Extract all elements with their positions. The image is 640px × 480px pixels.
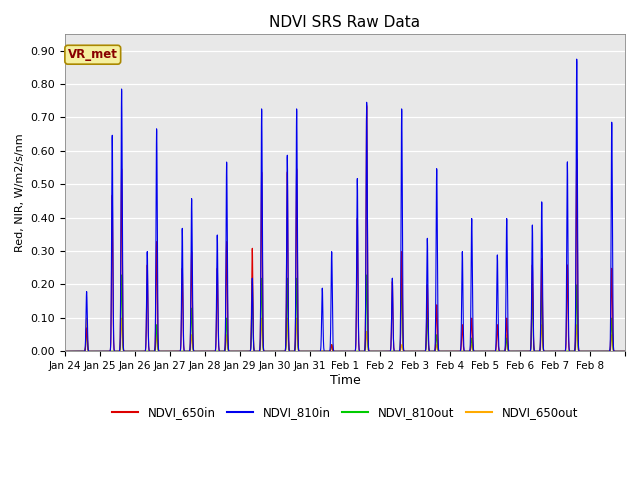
Line: NDVI_810in: NDVI_810in <box>65 59 625 351</box>
Line: NDVI_810out: NDVI_810out <box>65 275 625 351</box>
NDVI_810out <box>307 348 314 354</box>
NDVI_650in <box>417 348 425 354</box>
Line: NDVI_650out: NDVI_650out <box>65 318 625 351</box>
NDVI_810in <box>61 348 69 354</box>
NDVI_650in <box>467 345 474 351</box>
NDVI_650in <box>502 328 510 334</box>
NDVI_810in <box>467 345 474 351</box>
NDVI_810in <box>615 348 623 354</box>
NDVI_650out <box>536 348 543 354</box>
NDVI_650out <box>307 348 314 354</box>
NDVI_810out <box>417 348 425 354</box>
NDVI_650out <box>284 315 291 321</box>
NDVI_810out <box>502 340 510 346</box>
NDVI_650out <box>621 348 629 354</box>
NDVI_810out <box>176 348 184 354</box>
NDVI_650out <box>467 348 474 353</box>
NDVI_810out <box>621 348 629 354</box>
Title: NDVI SRS Raw Data: NDVI SRS Raw Data <box>269 15 420 30</box>
NDVI_810in <box>573 56 580 62</box>
Line: NDVI_650in: NDVI_650in <box>65 106 625 351</box>
NDVI_650in <box>536 348 543 354</box>
Text: VR_met: VR_met <box>68 48 118 61</box>
NDVI_650in <box>176 348 184 354</box>
Y-axis label: Red, NIR, W/m2/s/nm: Red, NIR, W/m2/s/nm <box>15 133 25 252</box>
NDVI_810out <box>536 348 543 354</box>
NDVI_810in <box>536 348 543 354</box>
NDVI_650out <box>417 348 425 354</box>
NDVI_650in <box>621 348 629 354</box>
NDVI_810in <box>417 348 424 354</box>
NDVI_810in <box>176 348 184 354</box>
NDVI_650in <box>615 348 623 354</box>
NDVI_650out <box>176 348 184 354</box>
NDVI_650out <box>61 348 69 354</box>
NDVI_650out <box>502 338 510 344</box>
NDVI_650in <box>363 103 371 108</box>
NDVI_810out <box>615 348 623 354</box>
X-axis label: Time: Time <box>330 374 360 387</box>
NDVI_810out <box>118 272 125 278</box>
NDVI_650in <box>61 348 69 354</box>
NDVI_810out <box>467 347 474 353</box>
NDVI_650in <box>307 348 314 354</box>
NDVI_810in <box>502 309 509 315</box>
NDVI_810out <box>61 348 69 354</box>
Legend: NDVI_650in, NDVI_810in, NDVI_810out, NDVI_650out: NDVI_650in, NDVI_810in, NDVI_810out, NDV… <box>108 402 583 424</box>
NDVI_650out <box>615 348 623 354</box>
NDVI_810in <box>621 348 629 354</box>
